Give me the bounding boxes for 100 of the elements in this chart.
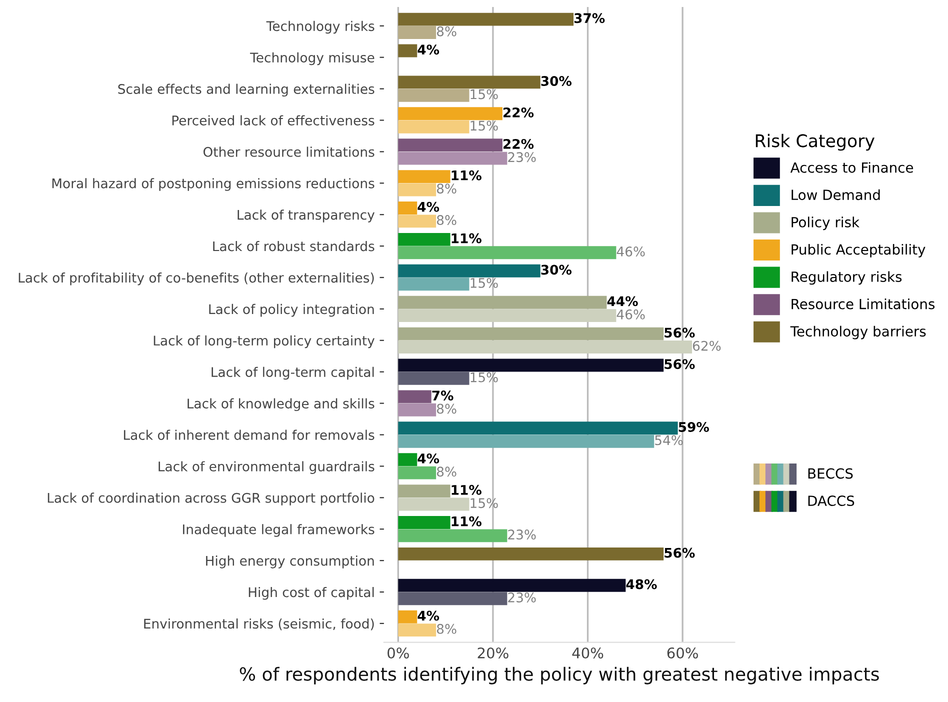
- bar: [398, 327, 664, 340]
- data-label: 54%: [655, 435, 683, 446]
- data-label: 30%: [541, 264, 572, 275]
- bar: [398, 214, 436, 228]
- data-label: 44%: [607, 296, 638, 306]
- data-label: 23%: [508, 152, 536, 162]
- data-label: 62%: [692, 340, 721, 351]
- bar: [398, 76, 540, 89]
- data-label: 15%: [470, 89, 498, 100]
- legend-label: Regulatory risks: [792, 271, 902, 285]
- legend-label: Low Demand: [792, 189, 880, 200]
- bar: [398, 516, 450, 529]
- y-tick-label: Lack of environmental guardrails: [158, 461, 374, 474]
- y-tick-label: Lack of transparency: [238, 210, 375, 222]
- bar: [398, 296, 607, 309]
- legend-label: Resource Limitations: [792, 298, 935, 310]
- data-label: 4%: [418, 44, 440, 55]
- legend-label: Policy risk: [792, 216, 860, 230]
- bar: [398, 466, 436, 480]
- data-label: 4%: [418, 610, 440, 621]
- data-label: 11%: [452, 484, 482, 495]
- y-tick-label: Other resource limitations: [203, 146, 374, 157]
- y-tick-label: High energy consumption: [206, 556, 374, 568]
- data-label: 15%: [470, 372, 498, 382]
- y-tick-label: Lack of knowledge and skills: [188, 398, 374, 412]
- data-label: 56%: [664, 359, 695, 370]
- legend-label: DACCS: [808, 496, 854, 506]
- y-tick-label: Technology misuse: [250, 52, 374, 66]
- y-tick-label: Lack of profitability of co-benefits (other externalities): [18, 272, 374, 286]
- bar: [398, 246, 616, 260]
- x-tick-label: 0%: [388, 647, 409, 658]
- y-tick-label: Inadequate legal frameworks: [183, 524, 374, 537]
- bar: [398, 309, 616, 322]
- data-label: 15%: [470, 498, 498, 508]
- x-tick-label: 60%: [667, 647, 698, 658]
- data-label: 46%: [616, 246, 645, 256]
- bar: [398, 278, 470, 291]
- bar: [398, 434, 654, 448]
- y-tick-label: Moral hazard of postponing emissions reductions: [52, 178, 374, 191]
- bar: [398, 529, 508, 542]
- data-label: 22%: [503, 107, 534, 118]
- y-tick-label: Lack of coordination across GGR support portfolio: [48, 492, 374, 506]
- bar: [398, 610, 418, 624]
- bar: [398, 484, 450, 498]
- data-label: 8%: [436, 624, 456, 634]
- data-label: 23%: [508, 530, 536, 540]
- data-label: 56%: [664, 328, 695, 338]
- data-label: 8%: [436, 215, 456, 226]
- data-label: 8%: [436, 466, 456, 477]
- data-label: 37%: [574, 13, 605, 24]
- y-tick-label: Lack of policy integration: [209, 304, 374, 317]
- bar: [398, 152, 508, 165]
- data-label: 7%: [432, 390, 454, 401]
- bar: [398, 170, 450, 184]
- bar: [398, 498, 470, 511]
- bar: [398, 340, 692, 354]
- bar: [398, 422, 678, 435]
- data-label: 8%: [436, 184, 456, 194]
- y-tick-label: Technology risks: [266, 20, 374, 34]
- y-tick-label: Lack of inherent demand for removals: [124, 430, 374, 440]
- data-label: 23%: [508, 592, 536, 602]
- bar: [398, 390, 432, 404]
- y-tick-label: High cost of capital: [248, 586, 374, 600]
- bar: [398, 183, 436, 196]
- data-label: 11%: [452, 516, 482, 526]
- legend-label: Technology barriers: [790, 326, 926, 340]
- y-tick-label: Lack of long-term capital: [212, 366, 374, 380]
- x-tick-label: 20%: [478, 647, 508, 658]
- bar: [398, 358, 664, 372]
- data-label: 11%: [452, 170, 482, 180]
- data-label: 8%: [436, 26, 456, 36]
- data-label: 22%: [503, 138, 534, 149]
- data-label: 15%: [470, 278, 498, 288]
- bar: [398, 547, 664, 560]
- bar: [398, 202, 418, 214]
- data-label: 46%: [616, 309, 645, 320]
- bar: [398, 232, 450, 246]
- bar: [398, 12, 574, 26]
- bar: [398, 107, 502, 120]
- y-tick-label: Perceived lack of effectiveness: [172, 115, 374, 126]
- bar: [398, 88, 470, 102]
- data-label: 15%: [470, 120, 498, 131]
- y-tick-label: Environmental risks (seismic, food): [144, 618, 374, 630]
- bar: [398, 592, 508, 606]
- bar: [398, 453, 418, 466]
- data-label: 11%: [452, 233, 482, 244]
- legend-label: Public Acceptability: [792, 244, 926, 258]
- bar: [398, 264, 540, 278]
- bar: [398, 578, 626, 592]
- y-tick-label: Scale effects and learning externalities: [118, 84, 374, 97]
- data-label: 48%: [626, 579, 657, 590]
- bar: [398, 26, 436, 39]
- data-label: 30%: [541, 76, 572, 86]
- bar: [398, 138, 502, 152]
- legend-label: BECCS: [808, 468, 853, 479]
- x-axis-title: % of respondents identifying the policy with greatest negative impacts: [240, 666, 879, 684]
- data-label: 4%: [418, 202, 440, 212]
- y-tick-label: Lack of long-term policy certainty: [154, 335, 375, 348]
- bar: [398, 372, 470, 385]
- bar: [398, 120, 470, 134]
